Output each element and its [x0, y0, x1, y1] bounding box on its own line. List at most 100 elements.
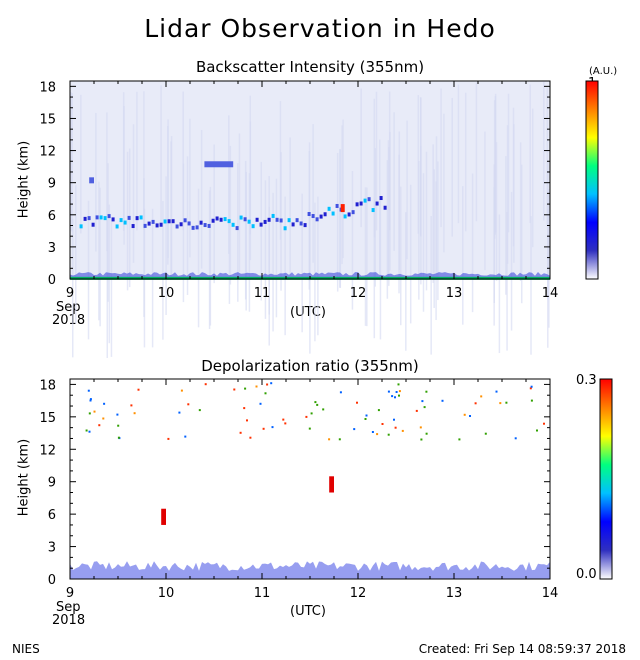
noise-dot	[365, 414, 368, 417]
feature-cloud-cell	[311, 214, 315, 219]
haze-streak	[484, 131, 486, 271]
noise-dot	[469, 415, 471, 417]
haze-streak	[132, 124, 135, 263]
noise-dot	[474, 402, 477, 405]
noise-dot	[264, 392, 267, 395]
noise-dot	[499, 402, 502, 405]
noise-dot	[463, 413, 466, 416]
haze-streak	[374, 148, 376, 287]
noise-dot	[117, 436, 120, 439]
noise-dot	[310, 412, 313, 415]
y-tick-label: 12	[39, 145, 56, 160]
feature-cloud-cell	[359, 201, 363, 206]
haze-streak	[519, 142, 522, 281]
noise-dot	[536, 429, 538, 432]
feature-cloud-cell	[111, 217, 115, 222]
chart-1-title: Backscatter Intensity (355nm)	[195, 58, 425, 76]
feature-cloud-cell	[207, 223, 211, 228]
feature-layer	[70, 561, 550, 579]
x-tick-label: 14	[542, 586, 559, 601]
noise-dot	[393, 418, 395, 421]
noise-dot	[87, 389, 90, 392]
page-title: Lidar Observation in Hedo	[144, 14, 496, 43]
haze-streak	[160, 85, 162, 224]
noise-dot	[178, 411, 181, 414]
noise-dot	[88, 430, 91, 433]
feature-cloud-cell	[215, 216, 219, 221]
noise-dot	[415, 409, 418, 412]
haze-streak	[244, 160, 247, 300]
haze-streak	[98, 181, 100, 321]
haze-streak	[513, 124, 515, 263]
feature-cloud-cell	[255, 217, 259, 222]
noise-dot	[425, 390, 428, 393]
haze-streak	[520, 164, 523, 304]
noise-dot	[89, 399, 92, 402]
feature-cloud-cell	[79, 224, 83, 229]
x-tick-label: 12	[350, 286, 367, 301]
noise-dot	[130, 404, 133, 407]
x-tick-label: 10	[158, 586, 175, 601]
haze-streak	[433, 169, 435, 308]
haze-streak	[209, 186, 212, 326]
noise-dot	[425, 432, 428, 435]
feature-cloud-cell	[203, 223, 207, 228]
noise-dot	[305, 415, 308, 418]
noise-dot	[530, 399, 533, 402]
noise-dot	[316, 403, 319, 406]
noise-dot	[259, 402, 262, 405]
haze-streak	[471, 173, 474, 313]
noise-dot	[420, 438, 423, 441]
noise-dot	[270, 382, 273, 385]
haze-streak	[99, 187, 101, 327]
chart-1-xlabel: (UTC)	[290, 305, 326, 320]
haze-streak	[451, 97, 453, 237]
noise-dot	[356, 401, 358, 404]
haze-streak	[443, 113, 445, 253]
haze-streak	[543, 81, 545, 221]
noise-dot	[401, 429, 404, 432]
feature-cloud-cell	[127, 215, 131, 220]
noise-dot	[397, 383, 400, 386]
feature-cloud-cell	[159, 222, 163, 227]
feature-cloud-cell	[143, 223, 147, 228]
plot-background	[70, 379, 550, 579]
y-tick-label: 15	[39, 411, 56, 426]
noise-dot	[137, 388, 140, 391]
feature-cloud-cell	[251, 224, 255, 229]
haze-streak	[498, 214, 501, 354]
feature-cloud-cell	[83, 216, 87, 221]
x-tick-label: 11	[254, 586, 271, 601]
haze-streak	[170, 136, 173, 275]
haze-streak	[507, 93, 510, 233]
haze-streak	[260, 161, 263, 301]
feature-cloud-cell	[175, 224, 179, 229]
y-tick-label: 15	[39, 112, 56, 127]
noise-dot	[187, 403, 190, 406]
noise-dot	[322, 408, 325, 411]
haze-streak	[95, 112, 97, 252]
noise-dot	[376, 433, 379, 436]
noise-dot	[246, 419, 248, 422]
haze-streak	[200, 129, 203, 269]
y-tick-label: 0	[48, 273, 56, 288]
feature-cloud-cell	[187, 221, 191, 226]
x-tick-label: 12	[350, 586, 367, 601]
feature-cloud-cell	[219, 217, 223, 222]
feature-cloud-cell	[275, 217, 279, 222]
haze-streak	[393, 112, 395, 251]
noise-dot	[495, 390, 498, 393]
feature-cloud-cell	[227, 219, 231, 224]
feature-cloud-cell	[179, 222, 183, 227]
noise-dot	[419, 426, 422, 429]
noise-dot	[244, 387, 247, 390]
noise-dot	[243, 407, 246, 410]
haze-streak	[494, 93, 497, 233]
noise-dot	[480, 395, 483, 398]
haze-streak	[506, 125, 509, 264]
haze-streak	[213, 144, 215, 284]
feature-cloud-cell	[323, 212, 327, 217]
feature-high-depol	[329, 476, 334, 493]
y-tick-label: 12	[39, 443, 56, 458]
feature-cloud-cell	[371, 208, 375, 213]
